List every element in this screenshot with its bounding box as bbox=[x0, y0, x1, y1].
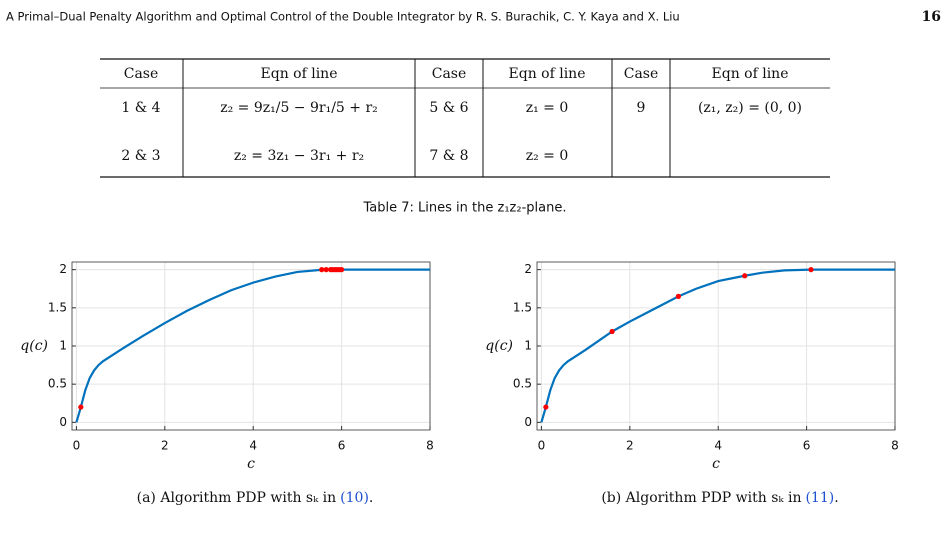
table-cell: 7 & 8 bbox=[429, 148, 468, 164]
y-tick-label: 0.5 bbox=[513, 377, 532, 391]
table-cell: 9 bbox=[637, 100, 646, 116]
y-tick-label: 1 bbox=[59, 339, 67, 353]
page-number: 16 bbox=[922, 9, 941, 25]
subcaption: (b) Algorithm PDP with sₖ in (11). bbox=[601, 490, 838, 506]
caption-text: (b) Algorithm PDP with sₖ in bbox=[601, 490, 801, 506]
axes-box bbox=[71, 261, 431, 431]
table-cell: z₁ = 0 bbox=[526, 100, 569, 116]
table-rules bbox=[100, 58, 830, 178]
x-axis-label: c bbox=[712, 456, 720, 472]
table-caption: Table 7: Lines in the z₁z₂-plane. bbox=[363, 201, 567, 216]
table-header: Case bbox=[124, 66, 159, 82]
table-cell: (z₁, z₂) = (0, 0) bbox=[698, 100, 802, 116]
data-point bbox=[609, 328, 615, 335]
y-tick-label: 2 bbox=[524, 262, 532, 276]
data-point bbox=[339, 267, 345, 273]
table-cell: z₂ = 9z₁/5 − 9r₁/5 + r₂ bbox=[220, 100, 378, 116]
y-axis-label: q(c) bbox=[20, 338, 48, 354]
x-tick-label: 0 bbox=[538, 439, 546, 453]
subcaption: (a) Algorithm PDP with sₖ in (10). bbox=[137, 490, 374, 506]
table-cell: z₂ = 0 bbox=[526, 148, 569, 164]
table-cell: 2 & 3 bbox=[121, 148, 160, 164]
x-axis-label: c bbox=[247, 456, 255, 472]
y-tick-label: 1.5 bbox=[513, 300, 532, 314]
caption-end: . bbox=[834, 490, 838, 506]
series-line bbox=[540, 268, 895, 423]
x-tick-label: 6 bbox=[803, 439, 811, 453]
table-header: Case bbox=[432, 66, 467, 82]
y-tick-label: 0.5 bbox=[48, 377, 67, 391]
y-tick-label: 1 bbox=[524, 339, 532, 353]
x-tick-label: 6 bbox=[338, 439, 346, 453]
y-tick-label: 1.5 bbox=[48, 300, 67, 314]
table-cell: 1 & 4 bbox=[121, 100, 160, 116]
y-axis-label: q(c) bbox=[485, 338, 513, 354]
caption-ref: (10) bbox=[340, 490, 369, 506]
x-tick-label: 4 bbox=[714, 439, 722, 453]
table-header: Eqn of line bbox=[261, 66, 338, 82]
x-tick-label: 0 bbox=[73, 439, 81, 453]
caption-ref: (11) bbox=[805, 490, 834, 506]
axes-box bbox=[536, 261, 896, 431]
data-point bbox=[319, 267, 325, 273]
x-tick-label: 4 bbox=[249, 439, 257, 453]
x-tick-label: 8 bbox=[891, 439, 899, 453]
table-header: Eqn of line bbox=[509, 66, 586, 82]
data-point bbox=[808, 267, 814, 273]
running-header: A Primal–Dual Penalty Algorithm and Opti… bbox=[6, 10, 680, 24]
y-tick-label: 0 bbox=[524, 415, 532, 429]
data-point bbox=[78, 404, 84, 410]
table-header: Case bbox=[624, 66, 659, 82]
caption-end: . bbox=[369, 490, 373, 506]
x-tick-label: 2 bbox=[626, 439, 634, 453]
data-point bbox=[543, 404, 549, 410]
data-point bbox=[323, 267, 329, 273]
table-cell: 5 & 6 bbox=[429, 100, 468, 116]
table-cell: z₂ = 3z₁ − 3r₁ + r₂ bbox=[234, 148, 364, 164]
x-tick-label: 8 bbox=[426, 439, 434, 453]
caption-text: (a) Algorithm PDP with sₖ in bbox=[137, 490, 337, 506]
data-point bbox=[742, 273, 748, 279]
y-tick-label: 2 bbox=[59, 262, 67, 276]
data-point bbox=[675, 293, 682, 299]
table-header: Eqn of line bbox=[712, 66, 789, 82]
x-tick-label: 2 bbox=[161, 439, 169, 453]
y-tick-label: 0 bbox=[59, 415, 67, 429]
